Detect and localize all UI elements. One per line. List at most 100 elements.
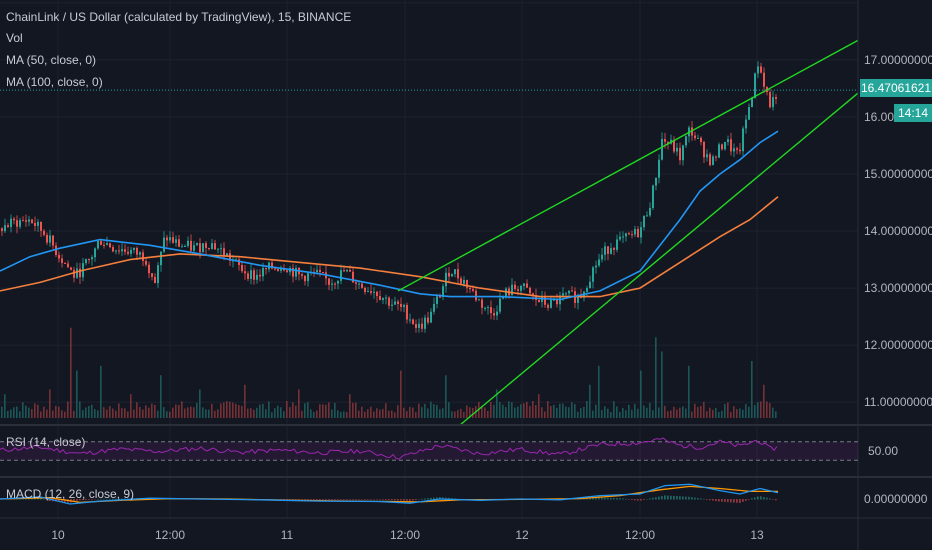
volume-bar: [304, 403, 306, 418]
macd-axis-label: 0.00000000: [864, 492, 928, 506]
volume-bar: [127, 411, 129, 418]
candle-body: [283, 268, 285, 271]
macd-histogram-bar: [424, 498, 426, 500]
vol-legend[interactable]: Vol: [6, 31, 23, 45]
macd-histogram-bar: [655, 497, 657, 500]
macd-histogram-bar: [694, 497, 696, 500]
candle-body: [97, 240, 99, 249]
volume-bar: [484, 407, 486, 418]
volume-bar: [661, 351, 663, 418]
macd-title[interactable]: MACD (12, 26, close, 9): [6, 487, 135, 501]
time-axis[interactable]: 10 12:00 11 12:00 12 12:00 13: [51, 528, 764, 542]
price-tick-label: 12.00000000: [864, 338, 932, 352]
volume-bar: [415, 412, 417, 418]
volume-bar: [118, 403, 120, 418]
candle-body: [724, 142, 726, 150]
volume-bar: [520, 404, 522, 418]
macd-histogram-bar: [58, 499, 60, 502]
candle-body: [712, 156, 714, 166]
candle-body: [514, 284, 516, 290]
candle-body: [475, 290, 477, 301]
grid: [0, 0, 858, 518]
candle-body: [208, 247, 210, 249]
macd-histogram-bar: [373, 499, 375, 500]
volume-bar: [187, 407, 189, 418]
candle-body: [160, 251, 162, 266]
volume-bar: [346, 412, 348, 418]
volume-bar: [613, 401, 615, 418]
volume-bar: [487, 410, 489, 418]
candle-body: [745, 119, 747, 129]
volume-bar: [394, 412, 396, 418]
price-axis[interactable]: 11.00000000 12.00000000 13.00000000 14.0000…: [864, 53, 932, 506]
volume-bar: [460, 408, 462, 418]
macd-histogram-bar: [649, 498, 651, 500]
volume-bar: [70, 327, 72, 418]
candle-body: [76, 268, 78, 278]
candle-body: [757, 66, 759, 74]
macd-histogram-bar: [79, 499, 81, 501]
candle-body: [442, 286, 444, 297]
candle-body: [448, 272, 450, 277]
volume-bar: [745, 403, 747, 418]
volume-bar: [730, 411, 732, 418]
candle-body: [529, 287, 531, 294]
volume-bar: [445, 375, 447, 418]
candle-body: [742, 128, 744, 152]
macd-histogram-bar: [43, 498, 45, 500]
volume-bar: [595, 404, 597, 418]
candle-body: [511, 284, 513, 296]
ma100-legend[interactable]: MA (100, close, 0): [6, 75, 103, 89]
volume-bar: [370, 406, 372, 418]
volume-bar: [727, 402, 729, 418]
candle-body: [625, 233, 627, 237]
volume-bar: [592, 410, 594, 418]
macd-histogram-bar: [682, 496, 684, 500]
volume-bar: [766, 401, 768, 418]
macd-histogram-bar: [748, 499, 750, 500]
candle-body: [331, 283, 333, 285]
macd-histogram-bar: [40, 498, 42, 500]
volume-bar: [4, 394, 6, 418]
candle-body: [286, 270, 288, 273]
macd-histogram-bar: [319, 499, 321, 500]
candle-body: [610, 248, 612, 254]
volume-bar: [652, 410, 654, 418]
volume-bar: [409, 406, 411, 418]
macd-histogram-bar: [322, 499, 324, 500]
candle-body: [454, 269, 456, 275]
macd-histogram-bar: [370, 499, 372, 500]
volume-bar: [217, 409, 219, 418]
volume-bar: [319, 404, 321, 418]
macd-histogram-bar: [718, 499, 720, 502]
macd-histogram-bar: [82, 499, 84, 501]
volume-bar: [451, 411, 453, 418]
volume-bar: [136, 402, 138, 418]
volume-bar: [631, 409, 633, 418]
candle-body: [241, 264, 243, 272]
candle-body: [604, 246, 606, 255]
candle-body: [199, 243, 201, 253]
volume-bar: [397, 405, 399, 418]
volume-bar: [535, 405, 537, 418]
macd-histogram-bar: [91, 499, 93, 500]
rsi-line: [0, 437, 778, 460]
volume-bar: [502, 404, 504, 418]
symbol-title[interactable]: ChainLink / US Dollar (calculated by Tra…: [6, 10, 352, 24]
volume-bar: [391, 410, 393, 418]
volume-bar: [709, 407, 711, 418]
volume-bar: [307, 402, 309, 418]
rsi-title[interactable]: RSI (14, close): [6, 435, 86, 449]
volume-bar: [676, 409, 678, 418]
macd-histogram-bar: [736, 499, 738, 503]
volume-bar: [241, 405, 243, 418]
candle-body: [619, 236, 621, 240]
volume-bar: [316, 410, 318, 418]
ma50-legend[interactable]: MA (50, close, 0): [6, 53, 97, 67]
volume-bar: [472, 407, 474, 418]
candle-body: [673, 139, 675, 152]
macd-histogram-bar: [115, 498, 117, 500]
candle-body: [250, 270, 252, 279]
candle-body: [424, 317, 426, 329]
